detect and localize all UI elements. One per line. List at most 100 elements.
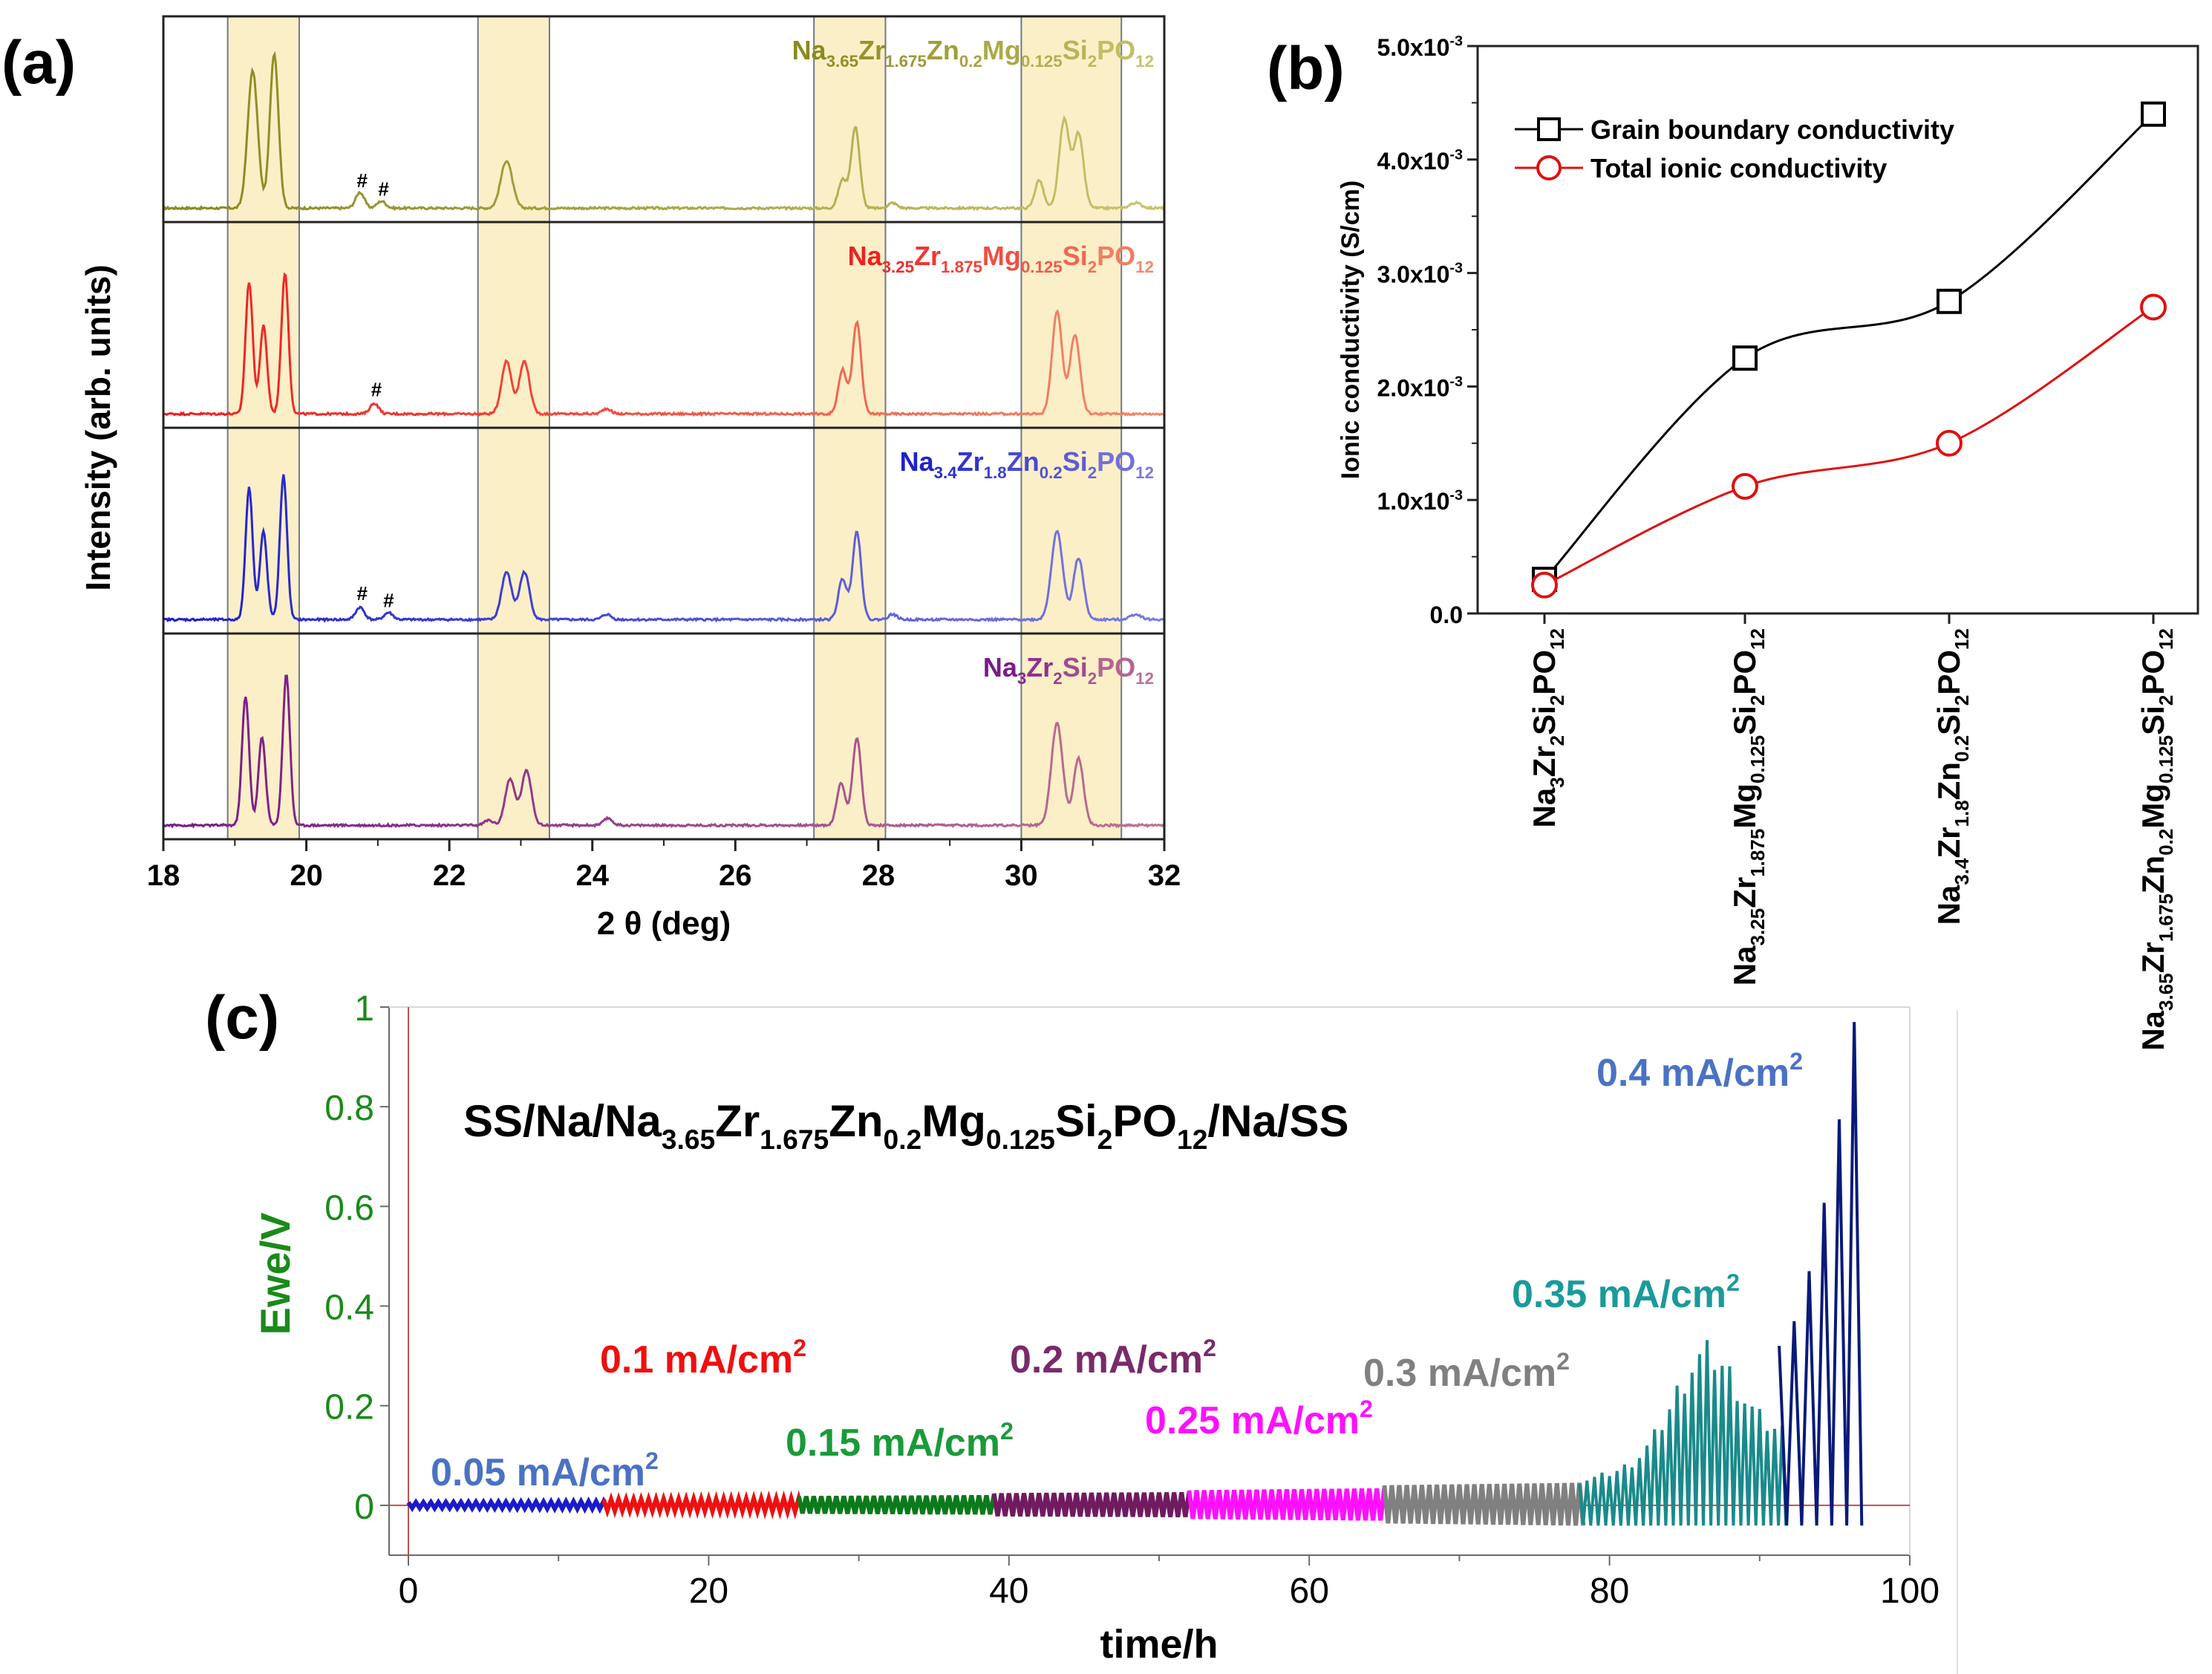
label-part: 2.0x10 xyxy=(1377,374,1449,401)
label-part: 0.1 mA/cm xyxy=(600,1338,793,1381)
xrd-trace-segment xyxy=(1008,366,1052,417)
xrd-trace-segment xyxy=(373,610,417,622)
label-part: 12 xyxy=(1135,258,1154,276)
xrd-trace-segment xyxy=(1008,178,1051,211)
label-part: Si xyxy=(1527,706,1562,735)
label-part: 1.8 xyxy=(984,463,1007,482)
cycling-segment xyxy=(601,1490,805,1520)
xrd-trace-segment xyxy=(289,738,333,828)
label-part: Zr xyxy=(1727,877,1762,908)
label-part: 0.2 xyxy=(959,52,982,71)
x-tick-label: 28 xyxy=(862,859,895,892)
label-part: 2 xyxy=(1951,695,1973,706)
xrd-trace-segment xyxy=(543,822,587,828)
label-part: 2 xyxy=(1746,695,1769,706)
xrd-trace-segment xyxy=(627,205,671,211)
xrd-trace-segment xyxy=(331,822,376,828)
xrd-trace-segment xyxy=(796,380,841,417)
xrd-trace-segment xyxy=(416,206,460,211)
label-part: Zn xyxy=(2136,856,2170,893)
label-part: 12 xyxy=(1135,52,1154,71)
xrd-trace-segment xyxy=(1093,822,1137,829)
x-tick-label: 20 xyxy=(689,1572,728,1611)
x-category-label: Na3Zr2Si2PO12 xyxy=(1527,628,1568,828)
label-part: 3 xyxy=(1546,777,1568,787)
xrd-trace-segment xyxy=(162,411,206,417)
legend-marker xyxy=(1536,155,1562,180)
label-part: 2 xyxy=(1546,735,1568,746)
label-part: 3 xyxy=(1017,669,1026,688)
label-part: 0.2 xyxy=(1951,735,1973,762)
label-part: 0.2 xyxy=(884,1124,922,1155)
label-part: Zr xyxy=(914,241,941,271)
xrd-trace-segment xyxy=(163,616,206,623)
label-part: 2 xyxy=(1556,1348,1570,1375)
label-part: 2 xyxy=(1097,1124,1113,1155)
panel-a: # #Na3.65Zr1.675Zn0.2Mg0.125Si2PO12#Na3.2… xyxy=(1,15,1181,942)
label-part: 2 xyxy=(1546,695,1568,706)
xrd-trace-segment xyxy=(1135,822,1165,828)
y-tick-label: 1.0x10-3 xyxy=(1377,487,1463,515)
label-part: PO xyxy=(1527,650,1562,695)
xrd-trace-segment xyxy=(373,200,418,212)
xrd-trace-segment xyxy=(711,616,756,623)
label-part: SS/Na/Na xyxy=(463,1096,662,1146)
data-point-square xyxy=(1732,345,1758,371)
label-part: Na xyxy=(1727,945,1762,986)
x-tick-label: 24 xyxy=(575,859,609,892)
label-part: PO xyxy=(1097,652,1135,683)
label-part: 2 xyxy=(1360,1395,1373,1422)
xrd-trace-segment xyxy=(543,617,587,622)
label-part: 1.675 xyxy=(2155,893,2177,942)
label-part: 2 xyxy=(1000,1418,1014,1445)
data-point-circle xyxy=(1531,571,1558,599)
xrd-trace-segment xyxy=(1049,721,1094,826)
label-part: 0.125 xyxy=(986,1124,1055,1155)
label-part: PO xyxy=(1097,35,1135,65)
data-point-square xyxy=(1937,288,1962,314)
xrd-trace-segment xyxy=(923,822,968,828)
x-category-label: Na3.65Zr1.675Zn0.2Mg0.125Si2PO12 xyxy=(2136,628,2177,1051)
y-tick-label: 0.0 xyxy=(1430,602,1463,628)
label-part: Si xyxy=(1063,446,1088,477)
series-label: Na3.25Zr1.875Mg0.125Si2PO12 xyxy=(848,241,1154,276)
xrd-trace-segment xyxy=(1008,570,1052,623)
xrd-trace-segment xyxy=(289,595,333,623)
label-part: Si xyxy=(1727,706,1762,735)
xrd-trace-segment xyxy=(754,206,798,212)
label-part: 0.4 mA/cm xyxy=(1596,1052,1789,1095)
label-part: 0.125 xyxy=(1746,735,1769,784)
label-part: 1.675 xyxy=(885,52,927,71)
xrd-trace-segment xyxy=(965,205,1010,212)
xrd-trace-segment xyxy=(584,815,630,828)
y-tick-label: 4.0x10-3 xyxy=(1377,146,1463,174)
xrd-trace-segment xyxy=(754,822,798,828)
xrd-trace-segment xyxy=(585,613,629,622)
label-part: PO xyxy=(1112,1096,1177,1146)
xrd-trace-segment xyxy=(247,272,292,414)
label-part: PO xyxy=(1097,241,1135,271)
label-part: 12 xyxy=(1135,669,1154,688)
label-part: 2 xyxy=(2155,695,2177,706)
label-part: PO xyxy=(2136,650,2170,695)
xrd-trace-segment xyxy=(1049,530,1094,619)
xrd-trace-segment xyxy=(1092,411,1137,417)
label-part: -3 xyxy=(1449,146,1463,163)
cycling-segment xyxy=(1778,1022,1864,1526)
xrd-trace-segment xyxy=(500,769,544,827)
cell-configuration-label: SS/Na/Na3.65Zr1.675Zn0.2Mg0.125Si2PO12/N… xyxy=(463,1096,1349,1155)
label-part: -3 xyxy=(1449,33,1463,50)
xrd-trace-segment xyxy=(1008,769,1052,828)
xrd-trace-segment xyxy=(585,205,629,212)
label-part: 1.875 xyxy=(941,258,982,276)
label-part: PO xyxy=(1931,650,1966,695)
y-axis-title: Ewe/V xyxy=(252,1213,298,1335)
xrd-trace-segment xyxy=(1092,202,1137,212)
xrd-trace-segment xyxy=(796,587,841,623)
xrd-trace-segment xyxy=(797,186,841,211)
series-label: Na3Zr2Si2PO12 xyxy=(983,652,1154,688)
xrd-trace-segment xyxy=(628,822,671,828)
impurity-marker: # xyxy=(383,590,394,612)
x-category-label: Na3.25Zr1.875Mg0.125Si2PO12 xyxy=(1727,628,1769,986)
